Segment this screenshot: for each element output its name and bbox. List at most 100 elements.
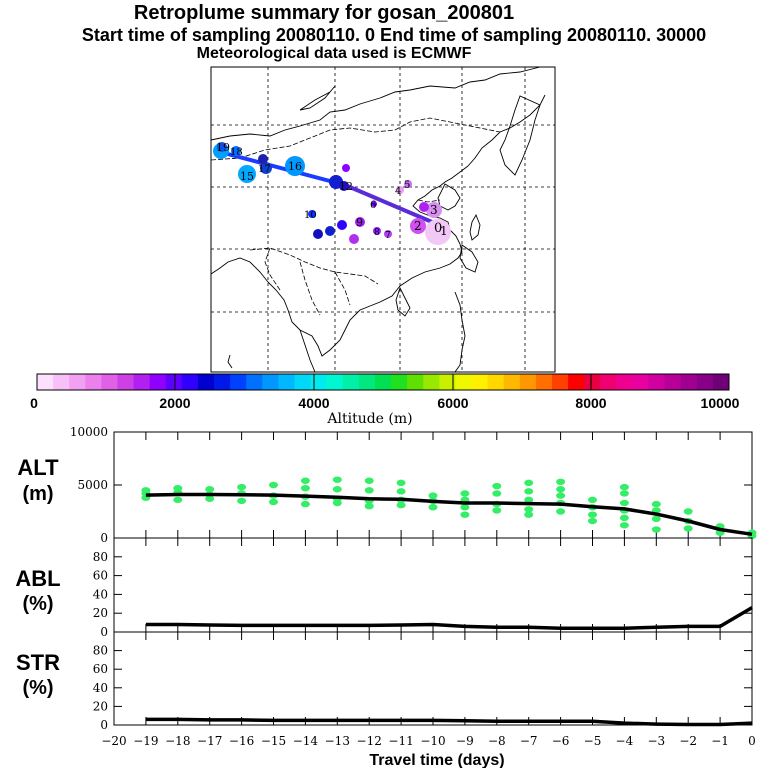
colorbar-swatch [632, 374, 650, 390]
altitude-scatter-point [524, 506, 534, 513]
altitude-scatter-point [619, 522, 629, 529]
colorbar-swatch [551, 374, 569, 390]
colorbar-swatch [294, 374, 312, 390]
altitude-scatter-point [460, 511, 470, 518]
cluster-circle [426, 202, 442, 218]
abl-panel-frame [113, 537, 753, 633]
colorbar-tick: 8000 [575, 395, 606, 411]
x-tick-label: −4 [616, 734, 634, 748]
colorbar-swatch [358, 374, 376, 390]
map-clusters [213, 142, 451, 245]
map-label: 3 [430, 203, 438, 217]
cluster-circle [396, 186, 404, 194]
altitude-scatter-point [651, 515, 661, 523]
altitude-scatter-point [300, 484, 310, 492]
met-data-subtitle: Meteorological data used is ECMWF [196, 45, 472, 62]
x-tick-label: −20 [101, 734, 126, 748]
trajectory-segment-west [219, 150, 346, 187]
cluster-circle [419, 202, 429, 212]
map-label: 9 [356, 216, 363, 229]
colorbar-swatch [262, 374, 279, 390]
colorbar-swatch [391, 374, 408, 390]
y-tick-label: 20 [93, 699, 108, 713]
altitude-scatter-point [300, 477, 310, 484]
altitude-scatter-point [300, 500, 310, 508]
colorbar-swatch [117, 374, 135, 390]
map-frame [210, 66, 556, 373]
cluster-circle [308, 210, 316, 218]
colorbar-swatch [101, 374, 118, 390]
y-tick-label: 0 [100, 531, 108, 545]
altitude-scatter-point [173, 484, 183, 492]
colorbar-swatch [487, 374, 505, 390]
colorbar-tick: 6000 [437, 395, 468, 411]
x-tick-label: −1 [711, 734, 729, 748]
colorbar-swatch [374, 374, 392, 390]
colorbar-swatch [680, 374, 698, 390]
altitude-scatter-point [269, 498, 278, 506]
x-tick-label: −19 [133, 734, 158, 748]
colorbar-swatch [519, 374, 537, 390]
trajectory-map: 0 1 2 3 4 5 6 7 8 9 10 12 15 16 17 18 19 [210, 66, 556, 373]
colorbar-swatch [648, 374, 666, 390]
map-label: 17 [258, 164, 271, 175]
altitude-scatter-point [556, 508, 566, 515]
colorbar-swatch [503, 374, 521, 390]
y-tick-label: 80 [93, 644, 108, 658]
alt-series-line [145, 492, 753, 537]
altitude-scatter-point [683, 508, 693, 515]
cluster-circle [384, 230, 392, 238]
altitude-scatter-point [141, 487, 151, 494]
altitude-scatter-point [332, 476, 342, 483]
altitude-scatter-point [364, 477, 374, 484]
trajectory-segment-east [344, 183, 433, 224]
cluster-circle [258, 154, 268, 164]
altitude-scatter-point [556, 478, 566, 486]
colorbar-tick: 4000 [298, 395, 329, 411]
altitude-scatter-point [269, 481, 278, 489]
cluster-circle [373, 227, 381, 235]
altitude-scatter-point [524, 488, 534, 495]
abl-series-line [145, 606, 753, 630]
str-series-line [145, 717, 753, 727]
x-tick-label: −13 [325, 734, 350, 748]
colorbar-swatch [133, 374, 151, 390]
colorbar-swatch [342, 374, 360, 390]
map-cluster-labels: 0 1 2 3 4 5 6 7 8 9 10 12 15 16 17 18 19 [216, 141, 448, 241]
colorbar-swatch [53, 374, 70, 390]
map-label: 12 [339, 180, 353, 193]
x-tick-label: 0 [748, 734, 756, 748]
x-tick-label: −3 [647, 734, 665, 748]
x-tick-label: −8 [488, 734, 506, 748]
altitude-scatter-point [588, 511, 597, 518]
str-panel-unit: (%) [22, 677, 53, 699]
colorbar-swatch [664, 374, 682, 390]
x-tick-label: −16 [229, 734, 254, 748]
altitude-scatter-point [237, 497, 247, 505]
cluster-circle [337, 220, 347, 230]
y-tick-label: 40 [93, 587, 108, 601]
colorbar-swatch [600, 374, 617, 390]
abl-panel-unit: (%) [22, 593, 53, 615]
altitude-scatter-point [364, 487, 374, 494]
altitude-scatter-point [396, 479, 406, 487]
colorbar-label: Altitude (m) [326, 411, 412, 427]
colorbar-swatch [616, 374, 633, 390]
colorbar-swatch [246, 374, 263, 390]
colorbar-swatch [423, 374, 440, 390]
y-tick-label: 20 [93, 606, 108, 620]
cluster-circle [425, 219, 451, 245]
map-label: 2 [414, 219, 422, 233]
altitude-scatter-point [524, 511, 534, 518]
altitude-scatter-point [588, 517, 597, 525]
altitude-scatter-point [492, 507, 502, 514]
cluster-circle [349, 234, 359, 244]
colorbar-swatch [584, 374, 601, 390]
colorbar-swatch [407, 374, 424, 390]
map-label: 4 [395, 186, 401, 197]
altitude-scatter-point [556, 486, 566, 493]
str-panel-frame [113, 631, 753, 726]
x-tick-label: −14 [293, 734, 319, 748]
altitude-scatter-point [619, 490, 629, 497]
